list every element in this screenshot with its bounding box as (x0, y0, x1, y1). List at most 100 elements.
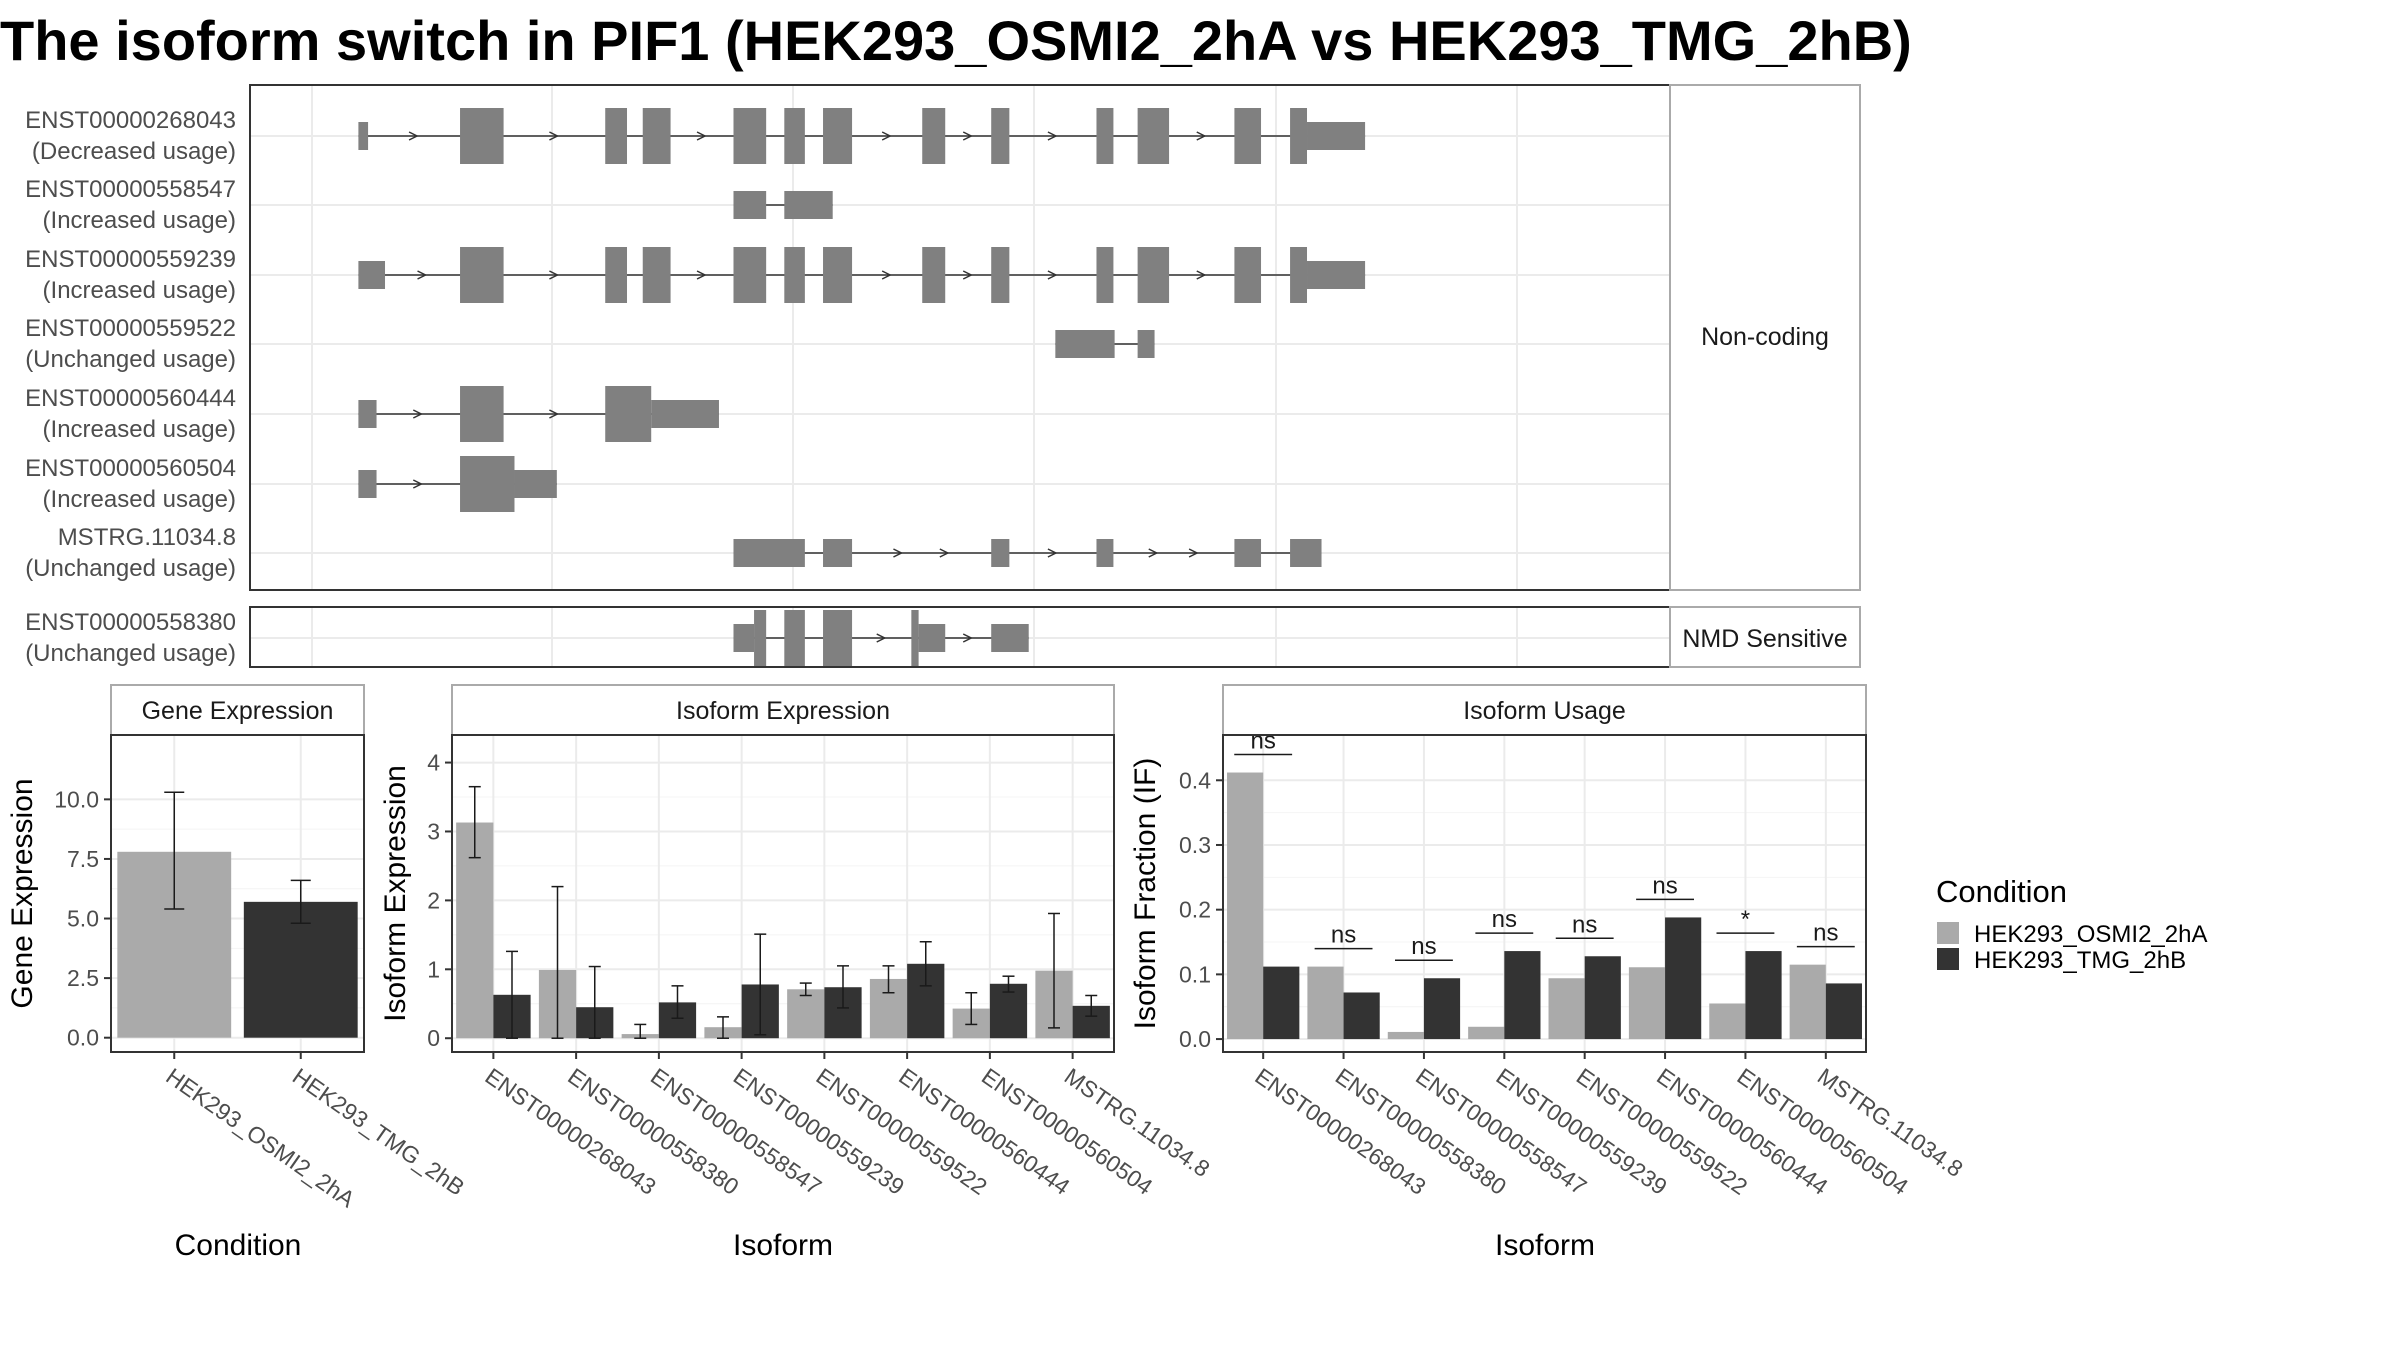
exon-block (358, 261, 386, 289)
exon-block (784, 191, 833, 219)
exon-block (1290, 247, 1308, 303)
y-axis-title: Isoform Expression (379, 765, 412, 1022)
intron-arrow (962, 633, 973, 643)
exon-block (642, 108, 671, 164)
exon-block (733, 539, 805, 567)
y-tick-label: 0.0 (1179, 1026, 1211, 1052)
exon-block (1234, 247, 1262, 303)
panel-border (110, 734, 365, 1053)
bar (1343, 992, 1380, 1040)
bar (1423, 978, 1461, 1040)
y-tick-label: 0 (427, 1025, 440, 1051)
exon-block (460, 386, 504, 442)
exon-block (358, 122, 369, 150)
significance-label: ns (1251, 728, 1276, 755)
exon-block (922, 247, 946, 303)
intron-arrow (962, 270, 973, 280)
exon-block (460, 456, 515, 512)
exon-block (1137, 247, 1170, 303)
y-axis-title: Gene Expression (6, 778, 39, 1008)
significance-label: ns (1572, 911, 1597, 938)
bar (1628, 967, 1666, 1040)
transcript-id-label: ENST00000558547 (25, 176, 236, 203)
transcript-usage-label: (Unchanged usage) (25, 346, 236, 373)
y-axis-title: Isoform Fraction (IF) (1129, 758, 1162, 1030)
panel-border (1222, 734, 1867, 1053)
exon-block (358, 470, 377, 498)
intron-arrow (1047, 131, 1058, 141)
exon-block (1137, 108, 1170, 164)
transcript-usage-label: (Increased usage) (43, 486, 236, 513)
exon-block (460, 247, 504, 303)
y-tick-label: 0.2 (1179, 897, 1211, 923)
bar (1387, 1031, 1424, 1040)
panel-strip (1222, 684, 1867, 736)
intron-arrow (881, 131, 892, 141)
panel-strip (110, 684, 365, 736)
significance-label: ns (1411, 933, 1436, 960)
facet-label-nmd: NMD Sensitive (1682, 625, 1847, 653)
intron-arrow (1148, 548, 1159, 558)
exon-block (651, 400, 719, 428)
intron-arrow (549, 409, 560, 419)
legend-key-cond2 (1937, 948, 1959, 970)
y-tick-label: 0.3 (1179, 832, 1211, 858)
exon-block (754, 610, 767, 666)
intron-arrow (696, 270, 707, 280)
x-axis-title: Condition (175, 1229, 302, 1262)
x-axis-title: Isoform (1495, 1229, 1595, 1262)
bar (1307, 966, 1344, 1040)
legend-label-cond2: HEK293_TMG_2hB (1974, 947, 2186, 974)
bar (1789, 964, 1826, 1040)
intron-arrow (1047, 270, 1058, 280)
bar (1227, 772, 1264, 1040)
bar (1665, 917, 1702, 1040)
transcript-id-label: ENST00000560504 (25, 455, 236, 482)
exon-block (784, 610, 805, 666)
intron-arrow (893, 548, 904, 558)
bar (1468, 1026, 1505, 1040)
y-tick-label: 0.0 (67, 1025, 99, 1051)
transcript-usage-label: (Unchanged usage) (25, 640, 236, 667)
exon-block (911, 610, 919, 666)
exon-block (1234, 108, 1262, 164)
transcript-usage-label: (Increased usage) (43, 416, 236, 443)
intron-arrow (962, 131, 973, 141)
exon-block (991, 539, 1010, 567)
intron-arrow (696, 131, 707, 141)
intron-arrow (876, 633, 887, 643)
exon-block (823, 539, 853, 567)
bar (989, 983, 1028, 1039)
exon-block (1096, 108, 1114, 164)
panel-title: Isoform Usage (1463, 697, 1626, 725)
significance-label: ns (1331, 922, 1356, 949)
bar (1709, 1003, 1746, 1040)
significance-label: * (1741, 906, 1750, 933)
intron-arrow (549, 270, 560, 280)
facet-strip (1669, 606, 1861, 668)
exon-block (1055, 330, 1115, 358)
exon-block (1096, 247, 1114, 303)
exon-block (605, 247, 628, 303)
bar (1745, 951, 1782, 1040)
panel-strip (451, 684, 1115, 736)
y-tick-label: 2 (427, 887, 440, 913)
exon-block (823, 610, 853, 666)
bar (1548, 978, 1585, 1040)
intron-arrow (408, 131, 419, 141)
transcript-id-label: ENST00000559522 (25, 315, 236, 342)
transcript-usage-label: (Decreased usage) (32, 138, 236, 165)
y-tick-label: 3 (427, 818, 440, 844)
transcript-usage-label: (Increased usage) (43, 277, 236, 304)
exon-block (1307, 261, 1366, 289)
exon-block (358, 400, 377, 428)
intron-arrow (1188, 548, 1199, 558)
bar (243, 901, 358, 1038)
intron-arrow (881, 270, 892, 280)
exon-block (823, 247, 853, 303)
transcript-id-label: ENST00000268043 (25, 107, 236, 134)
x-axis-title: Isoform (733, 1229, 833, 1262)
exon-block (991, 108, 1010, 164)
exon-block (784, 108, 805, 164)
